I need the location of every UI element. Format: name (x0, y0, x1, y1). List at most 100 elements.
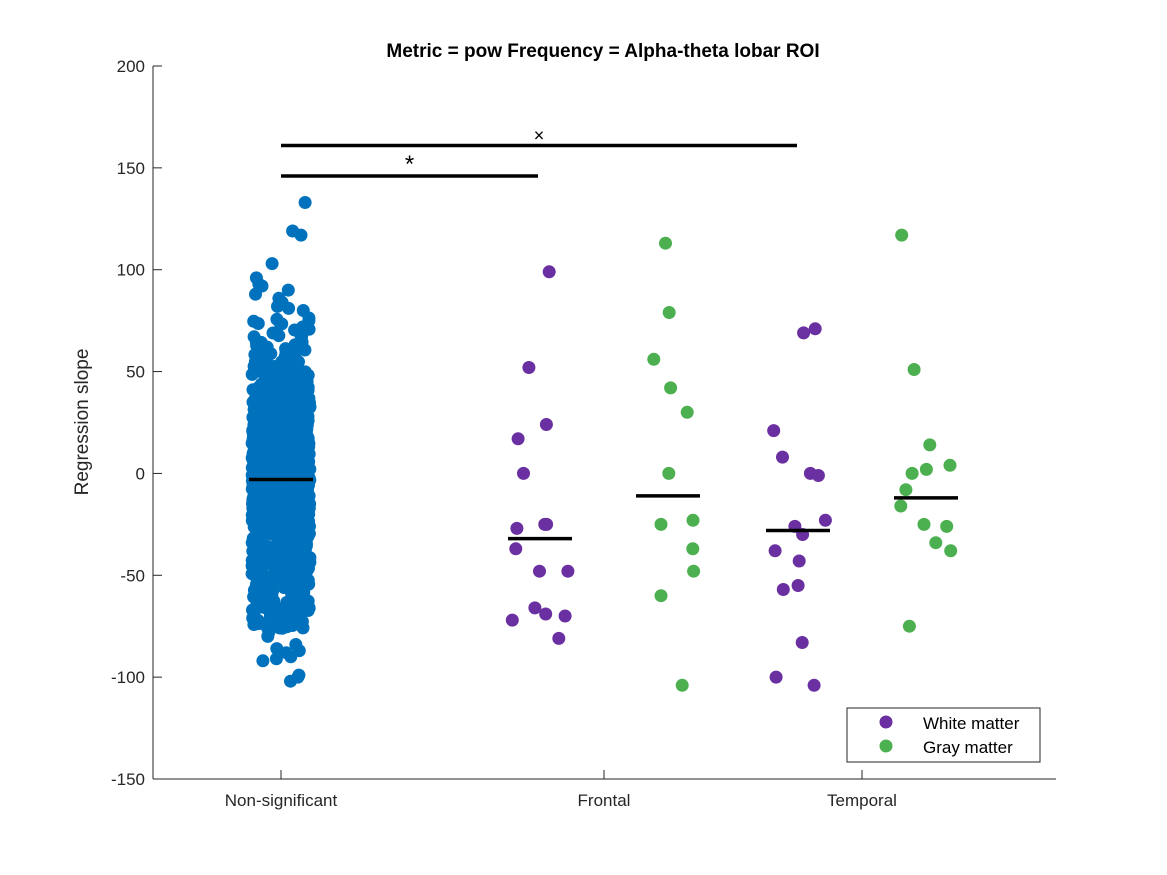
non-significant-point (267, 594, 281, 608)
non-significant-point (245, 367, 259, 381)
frontal-white-matter-point (561, 564, 575, 578)
temporal-gray-matter-point (944, 544, 958, 558)
frontal-gray-matter-point (647, 352, 661, 366)
non-significant-point (281, 604, 295, 618)
temporal-white-matter-point (768, 544, 782, 558)
non-significant-point (282, 301, 296, 315)
non-significant-point (298, 591, 312, 605)
frontal-white-matter-point (522, 361, 536, 374)
non-significant-point (277, 550, 291, 564)
non-significant-point (249, 510, 263, 524)
frontal-gray-matter-point (686, 513, 700, 527)
chart-title: Metric = pow Frequency = Alpha-theta lob… (386, 41, 819, 62)
non-significant-point (294, 228, 308, 242)
y-tick-label: -50 (120, 566, 145, 585)
frontal-white-matter-point (505, 613, 519, 627)
non-significant-point (262, 492, 276, 506)
y-tick-label: 100 (117, 261, 145, 280)
frontal-white-matter-point (558, 609, 572, 623)
non-significant-point (273, 397, 287, 411)
non-significant-point (289, 506, 303, 520)
temporal-white-matter-point (797, 326, 811, 340)
frontal-white-matter-point (510, 521, 524, 535)
non-significant-points (245, 196, 317, 688)
temporal-gray-matter-point (943, 458, 957, 472)
non-significant-point (284, 650, 298, 664)
frontal-white-matter-point (511, 432, 525, 446)
frontal-gray-matter-point (659, 236, 672, 250)
legend-box (846, 707, 1041, 763)
y-axis-label: Regression slope (72, 349, 93, 496)
non-significant-point (250, 597, 264, 611)
frontal-gray-matter-point (664, 381, 678, 395)
temporal-white-matter-point (811, 469, 825, 482)
x-ticks: Non-significant Frontal Temporal (225, 770, 897, 810)
frontal-white-matter-point (552, 631, 566, 645)
x-tick-label: Non-significant (225, 791, 338, 810)
temporal-gray-matter-point (917, 517, 931, 531)
y-ticks: 200 150 100 50 0 -50 -100 -150 (111, 57, 162, 789)
non-significant-point (250, 577, 263, 591)
non-significant-point (263, 574, 277, 588)
non-significant-point (301, 552, 315, 566)
non-significant-point (295, 378, 309, 392)
non-significant-point (288, 413, 302, 427)
non-significant-point (247, 606, 261, 620)
temporal-white-matter-point (792, 554, 806, 568)
non-significant-point (248, 484, 262, 498)
non-significant-point (266, 454, 280, 468)
frontal-gray-matter-point (687, 564, 701, 578)
gray-matter-points (647, 228, 958, 692)
significance-bars: *× (281, 125, 797, 178)
non-significant-point (281, 283, 295, 297)
non-significant-point (289, 430, 303, 444)
non-significant-point (262, 363, 276, 377)
temporal-white-matter-point (776, 583, 790, 596)
non-significant-point (284, 674, 297, 688)
non-significant-point (262, 429, 276, 443)
non-significant-point (261, 629, 275, 643)
frontal-gray-matter-point (662, 306, 676, 319)
non-significant-point (302, 478, 315, 492)
temporal-gray-matter-point (919, 462, 933, 476)
non-significant-point (288, 338, 302, 352)
x-tick-label: Frontal (578, 791, 631, 810)
frontal-white-matter-point (539, 418, 553, 431)
temporal-gray-matter-point (902, 619, 916, 633)
non-significant-point (255, 529, 269, 543)
frontal-gray-matter-point (686, 542, 700, 556)
y-tick-label: 150 (117, 159, 145, 178)
non-significant-point (272, 329, 286, 343)
temporal-gray-matter-point (895, 228, 909, 242)
white-matter-points (505, 265, 832, 692)
temporal-white-matter-point (807, 678, 821, 692)
non-significant-point (285, 619, 299, 632)
frontal-white-matter-point (539, 607, 553, 621)
temporal-gray-matter-point (894, 499, 908, 513)
non-significant-point (298, 581, 311, 595)
non-significant-point (267, 557, 281, 571)
frontal-white-matter-point (538, 517, 552, 531)
non-significant-point (257, 470, 271, 484)
non-significant-point (256, 396, 270, 409)
temporal-white-matter-point (808, 322, 822, 336)
legend: White matter Gray matter (846, 707, 1041, 763)
non-significant-point (246, 567, 260, 581)
y-tick-label: -100 (111, 668, 145, 687)
non-significant-point (284, 586, 298, 600)
median-lines (249, 477, 958, 541)
non-significant-point (253, 550, 267, 564)
y-tick-label: 0 (136, 464, 145, 483)
temporal-white-matter-point (791, 579, 805, 592)
frontal-white-matter-point (533, 564, 546, 578)
frontal-white-matter-point (528, 601, 542, 615)
non-significant-point (286, 492, 300, 505)
non-significant-point (292, 398, 306, 412)
non-significant-point (277, 571, 290, 585)
non-significant-point (271, 299, 284, 313)
significance-marker: * (405, 151, 414, 178)
y-tick-label: 50 (126, 363, 145, 382)
y-tick-label: -150 (111, 770, 145, 789)
non-significant-point (270, 312, 284, 326)
